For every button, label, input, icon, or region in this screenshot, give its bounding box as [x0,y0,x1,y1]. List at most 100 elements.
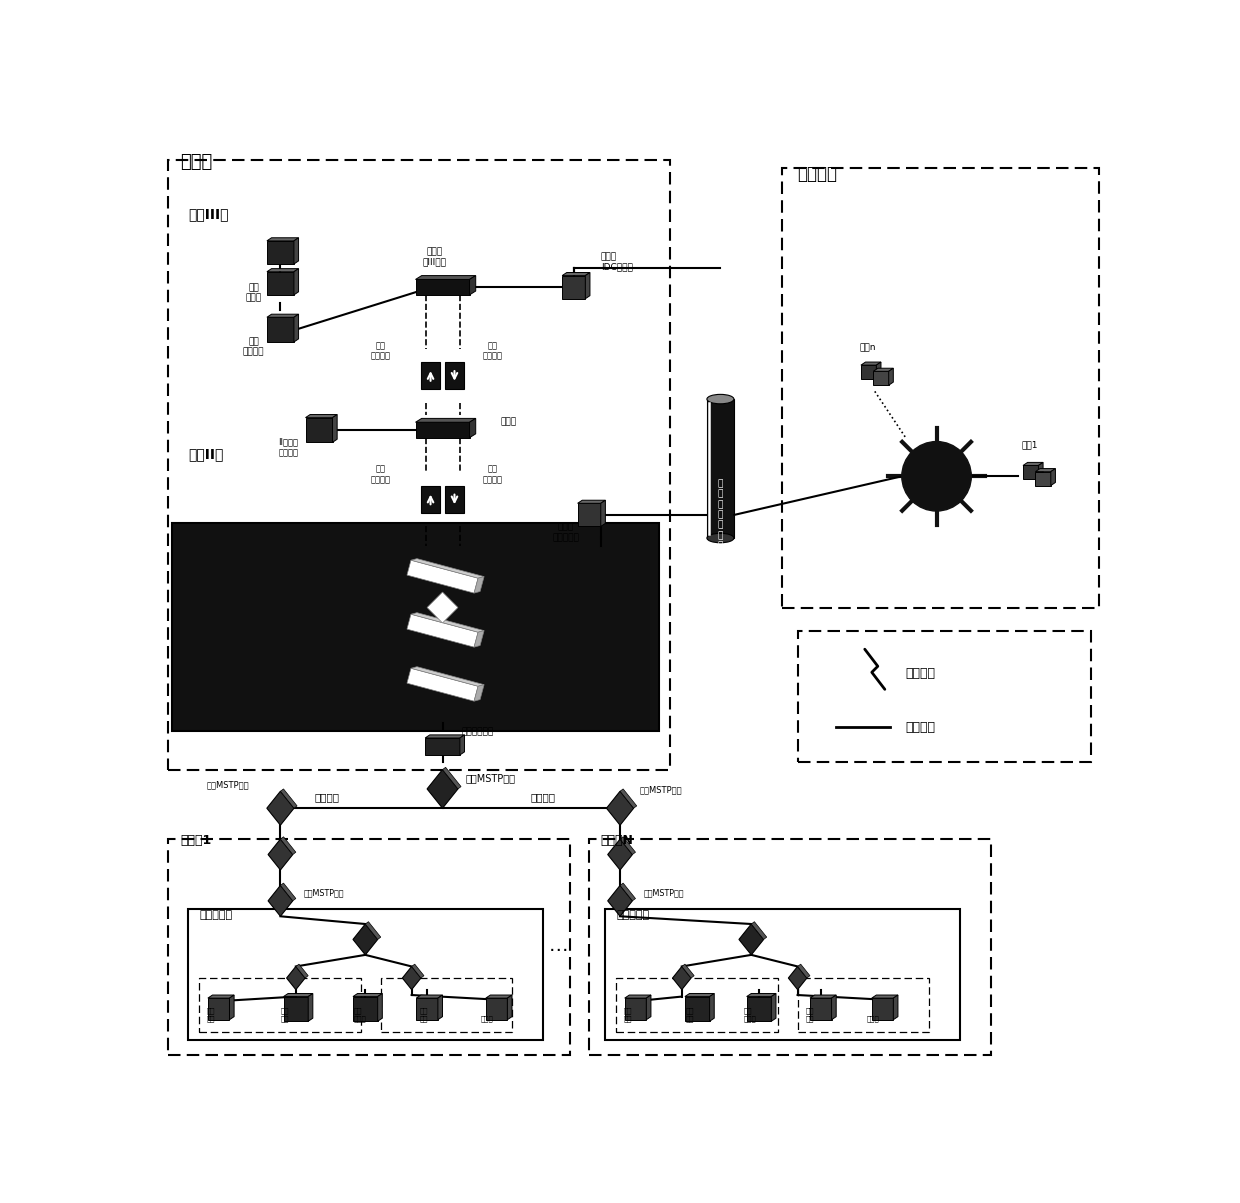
Polygon shape [267,318,294,342]
Text: 机器人系统: 机器人系统 [200,911,232,920]
Polygon shape [486,998,507,1020]
Text: 互
联
网
电
力
专
网: 互 联 网 电 力 专 网 [718,479,723,551]
Polygon shape [746,994,776,996]
Polygon shape [872,995,898,998]
Bar [381,978,512,1032]
Polygon shape [415,419,476,422]
Polygon shape [353,924,378,955]
Polygon shape [606,792,634,825]
Text: 安全II区: 安全II区 [187,446,223,461]
Text: 站端MSTP设备: 站端MSTP设备 [644,888,683,897]
Bar [200,978,362,1032]
Polygon shape [746,996,771,1021]
Polygon shape [797,964,810,978]
Polygon shape [280,837,296,854]
Text: 导航
系统: 导航 系统 [419,1008,428,1023]
Text: 无线通信: 无线通信 [905,666,936,680]
Polygon shape [751,921,766,940]
Polygon shape [294,238,299,263]
Polygon shape [296,964,309,978]
Polygon shape [562,273,590,275]
Text: 控制
服务器: 控制 服务器 [353,1008,367,1023]
Polygon shape [620,883,635,901]
Bar [797,630,1091,761]
Polygon shape [284,996,309,1021]
Polygon shape [353,994,382,996]
Text: 机器人: 机器人 [481,1015,494,1023]
Text: 正向
隔离装置: 正向 隔离装置 [371,342,391,361]
Bar [616,978,779,1032]
Polygon shape [410,666,484,686]
Ellipse shape [707,395,734,404]
Polygon shape [470,275,476,295]
Text: 反向
隔离装置: 反向 隔离装置 [482,464,502,484]
Text: 机器人系统: 机器人系统 [616,911,650,920]
Bar [445,486,464,512]
Polygon shape [332,415,337,443]
Polygon shape [353,996,378,1021]
Polygon shape [208,995,234,998]
Polygon shape [1038,462,1043,479]
Polygon shape [294,314,299,342]
Text: 站端MSTP设备: 站端MSTP设备 [304,888,343,897]
Polygon shape [294,268,299,295]
Polygon shape [280,883,296,901]
Text: 电力专网: 电力专网 [531,792,556,802]
Polygon shape [893,995,898,1020]
Polygon shape [267,792,294,825]
Polygon shape [873,368,893,372]
Polygon shape [407,668,479,701]
Polygon shape [305,415,337,417]
Text: 控制
服务器: 控制 服务器 [744,1008,756,1023]
Polygon shape [415,279,470,295]
Polygon shape [267,268,299,272]
Polygon shape [585,273,590,298]
Text: 巡检
图像: 巡检 图像 [207,1008,216,1023]
Bar [420,486,440,512]
Polygon shape [267,314,299,318]
Text: 反向
服务器群: 反向 服务器群 [243,337,264,356]
Text: 电力专网: 电力专网 [905,721,936,734]
Text: 变电站N: 变电站N [600,834,634,847]
Polygon shape [407,561,479,593]
Polygon shape [366,921,381,940]
Polygon shape [474,576,484,593]
Polygon shape [1035,468,1055,472]
Text: II区前置
服务器组: II区前置 服务器组 [278,438,298,457]
Polygon shape [832,995,836,1020]
Polygon shape [267,272,294,295]
Text: 用户n: 用户n [859,344,875,352]
Polygon shape [873,372,889,385]
Text: 交换机
（III区）: 交换机 （III区） [423,247,446,266]
Polygon shape [402,966,420,990]
Text: 电科院
边界防火墙: 电科院 边界防火墙 [553,522,579,541]
Bar [420,362,440,390]
Text: 变电站1: 变电站1 [180,834,211,847]
Polygon shape [600,500,605,527]
Polygon shape [280,789,298,808]
Text: 站端MSTP设备: 站端MSTP设备 [207,780,249,789]
Polygon shape [789,966,807,990]
Polygon shape [286,966,305,990]
Polygon shape [771,994,776,1021]
Text: 加密认证插件: 加密认证插件 [461,728,494,736]
Text: 用户1: 用户1 [1022,440,1038,449]
Polygon shape [474,630,484,647]
Polygon shape [470,419,476,438]
Polygon shape [682,964,694,978]
Polygon shape [861,366,877,379]
Polygon shape [267,238,299,241]
Polygon shape [410,612,484,633]
Polygon shape [1023,462,1043,466]
Polygon shape [877,362,880,379]
Text: 正向
隔离装置: 正向 隔离装置 [371,464,391,484]
Polygon shape [415,422,470,438]
Polygon shape [486,995,512,998]
Polygon shape [672,966,691,990]
Polygon shape [578,503,600,527]
Circle shape [901,442,971,511]
Text: 站端MSTP设备: 站端MSTP设备 [640,786,682,794]
Text: 电力专网: 电力专网 [314,792,340,802]
Text: …: … [548,936,568,955]
Polygon shape [229,995,234,1020]
